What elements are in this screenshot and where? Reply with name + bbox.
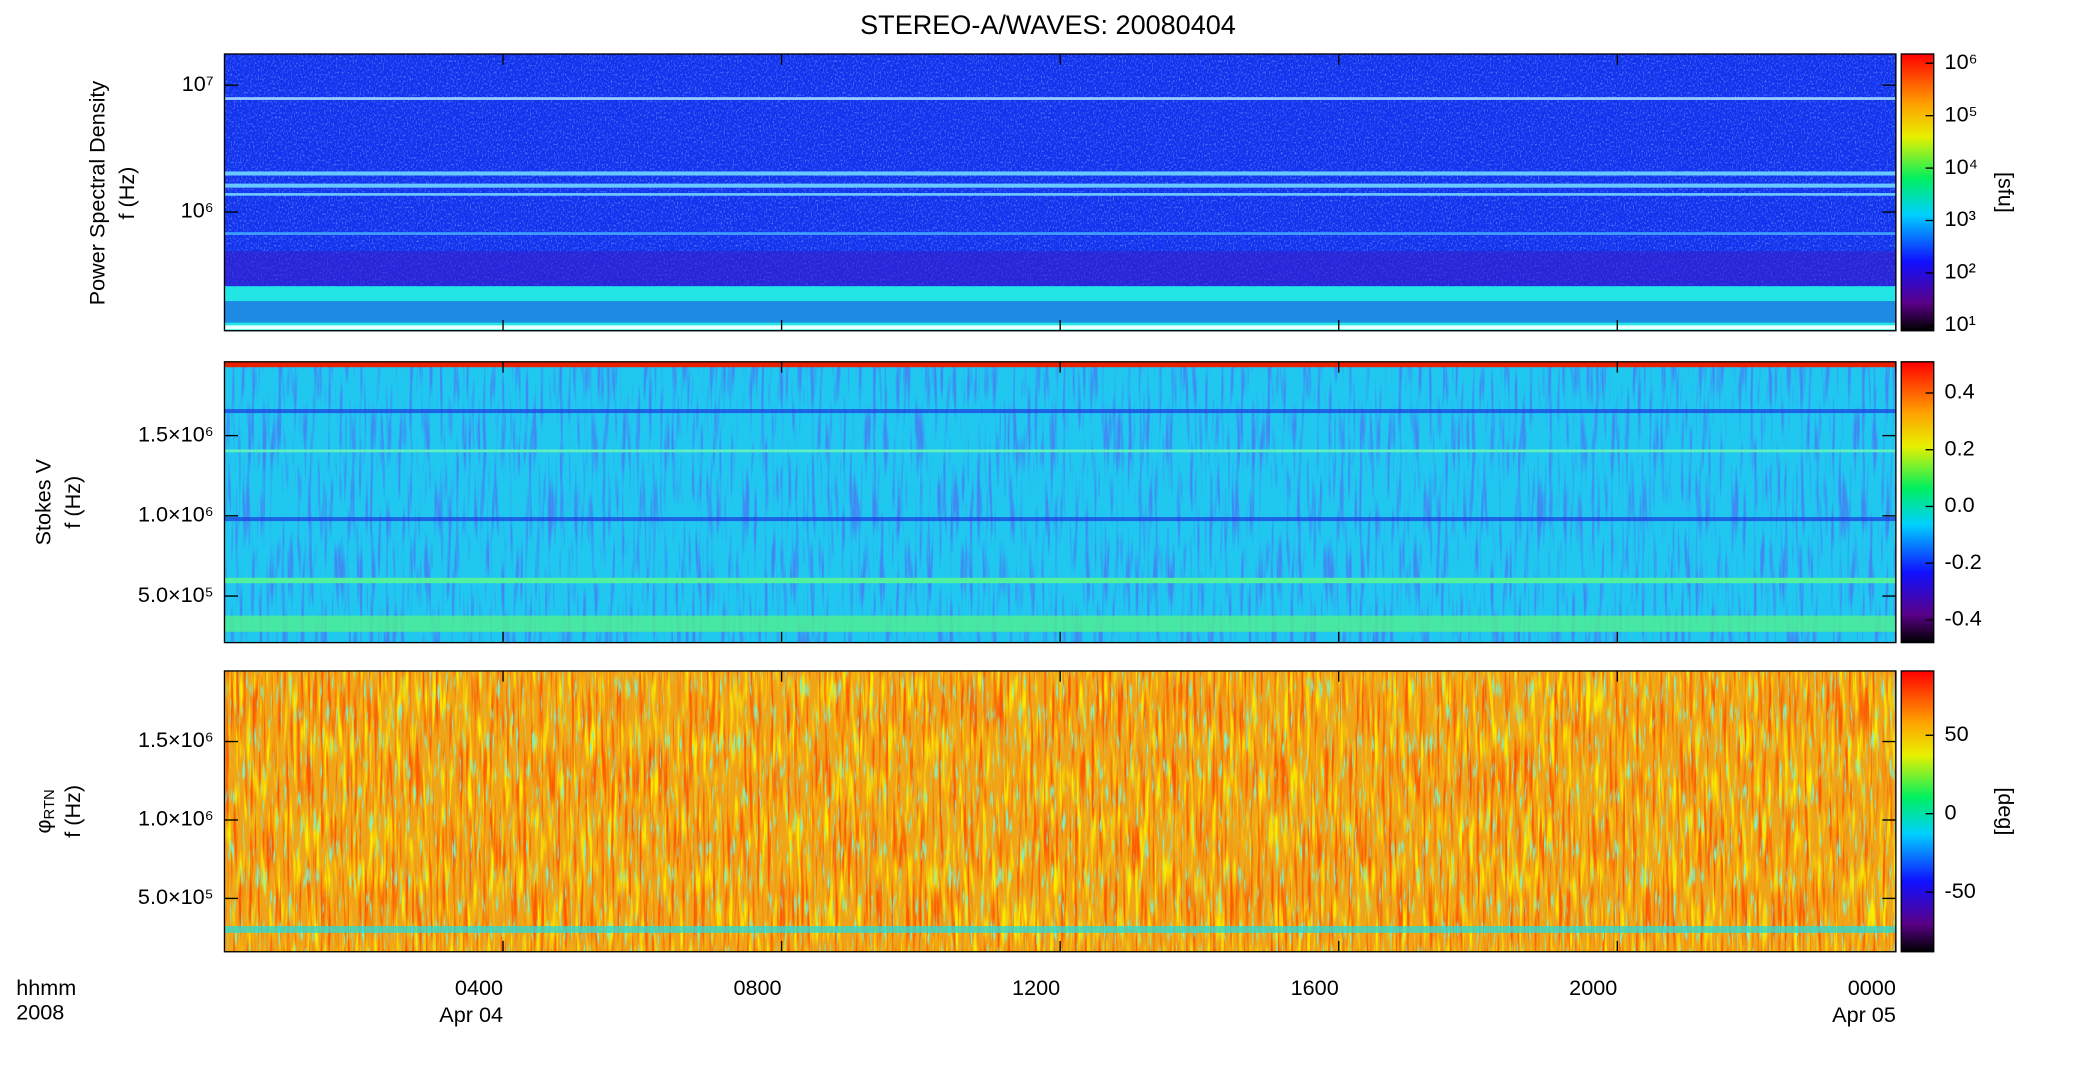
x-tick-label: 0000 [1848,975,1896,1000]
x-unit-label: hhmm [16,975,76,1000]
y-tick-label: 1.5×10⁶ [138,727,214,752]
y-tick-label: 1.5×10⁶ [138,421,214,446]
y-axis-label-symbol: φ [30,819,55,833]
colorbar [1900,53,1935,332]
colorbar-tick-label: -0.2 [1945,549,1982,574]
y-tick-label: 10⁶ [181,198,214,223]
x-date-label: Apr 04 [439,1002,503,1027]
colorbar-tick-label: 10⁴ [1945,154,1978,179]
colorbar-tick-label: 10⁵ [1945,101,1978,126]
y-tick-label: 1.0×10⁶ [138,502,214,527]
colorbar-label: [deg] [1993,787,2018,835]
colorbar-tick-label: 10¹ [1945,311,1976,336]
colorbar [1900,361,1935,644]
colorbar-tick-label: 0 [1945,799,1957,824]
x-tick-label: 1200 [1012,975,1060,1000]
y-axis-label: f (Hz) [60,785,85,838]
colorbar-tick-label: 0.0 [1945,492,1975,517]
colorbar-tick-label: 0.2 [1945,435,1975,460]
colorbar-tick-label: 50 [1945,721,1969,746]
y-tick-label: 1.0×10⁶ [138,806,214,831]
chart-title: STEREO-A/WAVES: 20080404 [860,10,1236,40]
colorbar-tick-label: 10² [1945,259,1976,284]
x-tick-label: 0400 [455,975,503,1000]
colorbar-tick-label: -50 [1945,878,1976,903]
colorbar [1900,670,1935,953]
y-tick-label: 10⁷ [182,71,214,96]
colorbar-label: [sfu] [1993,172,2018,213]
x-tick-label: 2000 [1569,975,1617,1000]
heatmap-texture [224,54,1896,952]
y-axis-label: f (Hz) [114,167,139,220]
y-axis-label: f (Hz) [60,476,85,529]
y-axis-label: Power Spectral Density [84,81,109,306]
y-axis-label: φRTN [30,789,58,833]
x-date-label: Apr 05 [1832,1002,1896,1027]
colorbar-tick-label: -0.4 [1945,606,1982,631]
x-unit-label: 2008 [16,1000,64,1025]
y-tick-label: 5.0×10⁵ [138,884,214,909]
x-tick-label: 0800 [733,975,781,1000]
y-axis-label: Stokes V [30,458,55,545]
colorbar-tick-label: 10⁶ [1945,49,1978,74]
colorbar-tick-label: 10³ [1945,206,1976,231]
colorbar-tick-label: 0.4 [1945,379,1975,404]
y-axis-label-subscript: RTN [42,789,58,819]
x-tick-label: 1600 [1291,975,1339,1000]
y-tick-label: 5.0×10⁵ [138,582,214,607]
